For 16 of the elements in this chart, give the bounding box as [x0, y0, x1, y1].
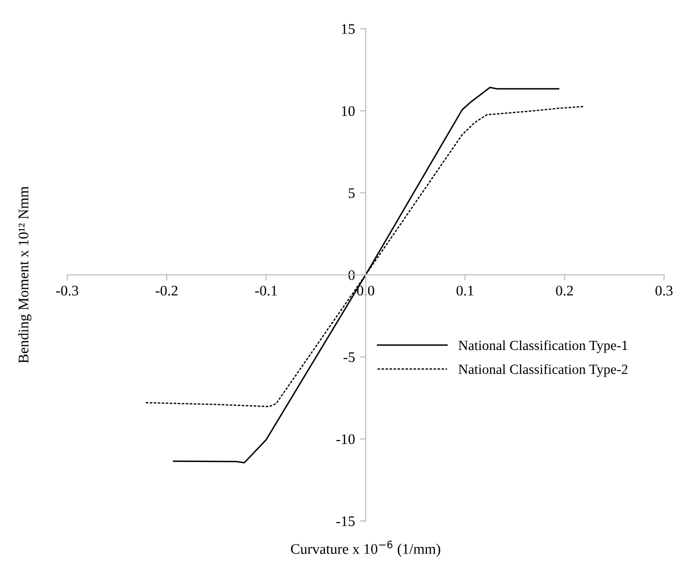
x-tick-label: -0.3: [56, 286, 78, 296]
x-axis-title: Curvature x 10$^{−6}$ (1/mm): [290, 540, 440, 557]
x-tick-label: -0.2: [156, 286, 178, 296]
legend-label: National Classification Type-2: [458, 364, 628, 377]
y-tick-label: -5: [344, 352, 355, 362]
y-axis-title: Bending Moment x 10¹² Nmm: [18, 186, 32, 364]
y-tick-label: 5: [348, 188, 355, 198]
y-tick-label: -10: [336, 434, 355, 444]
x-tick-label: -0.1: [255, 286, 277, 296]
x-tick-label: 0.3: [655, 286, 673, 296]
y-tick-label: -15: [336, 516, 355, 526]
x-tick-label: 0.1: [456, 286, 474, 296]
y-tick-label: 15: [342, 24, 355, 34]
y-tick-label: 10: [342, 106, 355, 116]
legend-label: National Classification Type-1: [458, 340, 628, 353]
x-tick-label: 0.2: [556, 286, 573, 296]
